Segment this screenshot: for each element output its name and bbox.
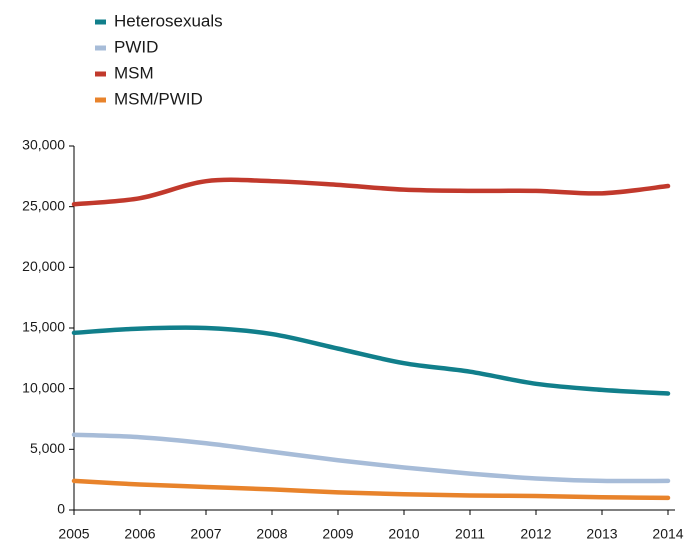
legend-label: PWID xyxy=(114,37,158,56)
legend: Heterosexuals PWID MSM MSM/PWID xyxy=(95,11,223,108)
y-tick-label: 10,000 xyxy=(22,379,65,395)
x-tick-label: 2009 xyxy=(322,526,353,542)
x-tick-label: 2011 xyxy=(455,526,485,542)
series-line xyxy=(71,432,671,484)
x-tick-label: 2006 xyxy=(124,526,155,542)
y-tick-label: 20,000 xyxy=(22,258,65,274)
legend-label: MSM/PWID xyxy=(114,89,203,108)
series-line xyxy=(71,325,671,396)
x-tick-label: 2010 xyxy=(388,526,419,542)
x-tick-label: 2007 xyxy=(190,526,221,542)
x-tick-label: 2008 xyxy=(256,526,287,542)
y-tick-label: 15,000 xyxy=(22,319,65,335)
series-line xyxy=(71,478,671,501)
legend-label: Heterosexuals xyxy=(114,11,223,30)
series-line xyxy=(71,177,671,207)
x-tick-label: 2005 xyxy=(58,526,89,542)
x-tick-label: 2012 xyxy=(520,526,551,542)
y-tick-label: 30,000 xyxy=(22,137,65,153)
x-tick-label: 2014 xyxy=(652,526,683,542)
x-tick-label: 2013 xyxy=(586,526,617,542)
y-tick-label: 5,000 xyxy=(30,440,65,456)
legend-label: MSM xyxy=(114,63,154,82)
y-tick-label: 25,000 xyxy=(22,197,65,213)
y-tick-label: 0 xyxy=(57,501,65,517)
